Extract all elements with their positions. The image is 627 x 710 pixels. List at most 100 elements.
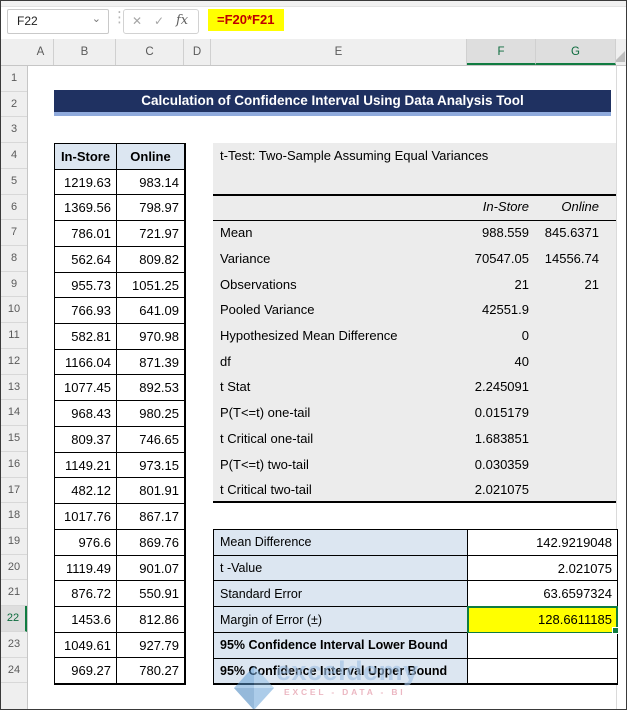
row-header-19[interactable]: 19 bbox=[1, 529, 27, 555]
column-header-f[interactable]: F bbox=[467, 39, 536, 65]
data-table-cell[interactable]: 970.98 bbox=[117, 324, 185, 350]
ttest-instore-value[interactable]: 70547.05 bbox=[474, 250, 529, 266]
summary-label-cell[interactable]: Margin of Error (±) bbox=[214, 607, 468, 633]
row-header-4[interactable]: 4 bbox=[1, 143, 27, 169]
ttest-online-value[interactable]: 21 bbox=[584, 276, 599, 292]
column-header-b[interactable]: B bbox=[54, 39, 116, 65]
ttest-stat-label[interactable]: Hypothesized Mean Difference bbox=[220, 328, 398, 344]
ttest-instore-value[interactable]: 21 bbox=[514, 276, 529, 292]
data-table-cell[interactable]: 550.91 bbox=[117, 581, 185, 607]
data-table-cell[interactable]: 746.65 bbox=[117, 426, 185, 453]
row-header-5[interactable]: 5 bbox=[1, 169, 27, 195]
row-header-11[interactable]: 11 bbox=[1, 323, 27, 349]
row-header-22[interactable]: 22 bbox=[1, 606, 27, 632]
summary-label-cell[interactable]: 95% Confidence Interval Upper Bound bbox=[214, 658, 468, 685]
row-header-13[interactable]: 13 bbox=[1, 375, 27, 401]
data-table-cell[interactable]: 812.86 bbox=[117, 606, 185, 633]
column-header-g[interactable]: G bbox=[536, 39, 616, 65]
data-table-cell[interactable]: 721.97 bbox=[117, 221, 185, 247]
ttest-instore-value[interactable]: 0.030359 bbox=[474, 456, 529, 472]
data-table-cell[interactable]: 955.73 bbox=[55, 272, 117, 299]
ttest-instore-value[interactable]: 2.245091 bbox=[474, 379, 529, 395]
data-table-cell[interactable]: 766.93 bbox=[55, 298, 117, 325]
name-box[interactable]: F22 ⌄ bbox=[7, 9, 109, 34]
data-table-cell[interactable]: 1166.04 bbox=[55, 349, 117, 376]
data-table-cell[interactable]: 980.25 bbox=[117, 401, 185, 427]
summary-label-cell[interactable]: Mean Difference bbox=[214, 530, 468, 556]
data-table-cell[interactable]: 973.15 bbox=[117, 452, 185, 479]
select-all-corner-icon[interactable] bbox=[614, 51, 625, 62]
data-table-header-cell[interactable]: Online bbox=[117, 144, 185, 170]
summary-value-cell[interactable] bbox=[468, 632, 617, 659]
summary-label-cell[interactable]: t -Value bbox=[214, 555, 468, 582]
data-table-cell[interactable]: 927.79 bbox=[117, 632, 185, 659]
row-header-24[interactable]: 24 bbox=[1, 658, 27, 684]
column-header-e[interactable]: E bbox=[211, 39, 467, 65]
row-header-10[interactable]: 10 bbox=[1, 297, 27, 324]
ttest-stat-label[interactable]: df bbox=[220, 353, 231, 369]
row-header-17[interactable]: 17 bbox=[1, 478, 27, 504]
row-header-12[interactable]: 12 bbox=[1, 349, 27, 375]
ttest-online-value[interactable]: 14556.74 bbox=[544, 250, 599, 266]
summary-value-cell[interactable]: 2.021075 bbox=[468, 555, 617, 582]
data-table-cell[interactable]: 1219.63 bbox=[55, 169, 117, 196]
ttest-stat-label[interactable]: Mean bbox=[220, 225, 253, 241]
row-header-23[interactable]: 23 bbox=[1, 632, 27, 658]
data-table-cell[interactable]: 867.17 bbox=[117, 504, 185, 530]
summary-value-cell[interactable]: 63.6597324 bbox=[468, 581, 617, 608]
column-header-c[interactable]: C bbox=[116, 39, 184, 65]
ttest-stat-label[interactable]: P(T<=t) one-tail bbox=[220, 405, 311, 421]
summary-value-cell[interactable] bbox=[468, 658, 617, 685]
row-header-16[interactable]: 16 bbox=[1, 452, 27, 478]
data-table-cell[interactable]: 801.91 bbox=[117, 478, 185, 505]
data-table-cell[interactable]: 983.14 bbox=[117, 169, 185, 196]
row-header-14[interactable]: 14 bbox=[1, 400, 27, 427]
data-table-cell[interactable]: 798.97 bbox=[117, 195, 185, 222]
data-table-cell[interactable]: 901.07 bbox=[117, 555, 185, 582]
data-table-cell[interactable]: 1369.56 bbox=[55, 195, 117, 222]
cancel-icon[interactable]: ✕ bbox=[132, 14, 143, 28]
ttest-column-header[interactable]: In-Store bbox=[482, 199, 529, 215]
ttest-stat-label[interactable]: t Critical one-tail bbox=[220, 430, 314, 446]
summary-value-cell[interactable]: 142.9219048 bbox=[468, 530, 617, 556]
data-table-cell[interactable]: 1017.76 bbox=[55, 504, 117, 530]
data-table-cell[interactable]: 969.27 bbox=[55, 658, 117, 685]
data-table-cell[interactable]: 869.76 bbox=[117, 529, 185, 556]
data-table-cell[interactable]: 1077.45 bbox=[55, 375, 117, 402]
row-header-1[interactable]: 1 bbox=[1, 66, 27, 92]
ttest-instore-value[interactable]: 40 bbox=[514, 353, 529, 369]
data-table-cell[interactable]: 1119.49 bbox=[55, 555, 117, 582]
data-table-cell[interactable]: 1149.21 bbox=[55, 452, 117, 479]
data-table-cell[interactable]: 809.37 bbox=[55, 426, 117, 453]
data-table-cell[interactable]: 482.12 bbox=[55, 478, 117, 505]
ttest-stat-label[interactable]: t Stat bbox=[220, 379, 251, 395]
row-header-6[interactable]: 6 bbox=[1, 195, 27, 221]
row-header-7[interactable]: 7 bbox=[1, 220, 27, 247]
row-header-15[interactable]: 15 bbox=[1, 426, 27, 452]
ttest-instore-value[interactable]: 0 bbox=[521, 328, 529, 344]
row-header-9[interactable]: 9 bbox=[1, 272, 27, 298]
summary-label-cell[interactable]: 95% Confidence Interval Lower Bound bbox=[214, 632, 468, 659]
ttest-stat-label[interactable]: Observations bbox=[220, 276, 297, 292]
row-header-8[interactable]: 8 bbox=[1, 246, 27, 272]
summary-label-cell[interactable]: Standard Error bbox=[214, 581, 468, 608]
ttest-instore-value[interactable]: 2.021075 bbox=[474, 482, 529, 498]
ttest-stat-label[interactable]: t Critical two-tail bbox=[220, 482, 312, 498]
data-table-cell[interactable]: 1049.61 bbox=[55, 632, 117, 659]
data-table-cell[interactable]: 780.27 bbox=[117, 658, 185, 685]
formula-input[interactable]: =F20*F21 bbox=[201, 7, 621, 34]
selected-cell-f22[interactable]: 128.6611185 bbox=[467, 606, 619, 634]
ttest-online-value[interactable]: 845.6371 bbox=[544, 225, 599, 241]
ttest-instore-value[interactable]: 42551.9 bbox=[482, 302, 529, 318]
data-table-cell[interactable]: 786.01 bbox=[55, 221, 117, 247]
data-table-cell[interactable]: 976.6 bbox=[55, 529, 117, 556]
data-table-cell[interactable]: 641.09 bbox=[117, 298, 185, 325]
column-header-d[interactable]: D bbox=[184, 39, 211, 65]
ttest-stat-label[interactable]: Variance bbox=[220, 250, 271, 266]
row-header-2[interactable]: 2 bbox=[1, 92, 27, 118]
ttest-instore-value[interactable]: 1.683851 bbox=[474, 430, 529, 446]
data-table-cell[interactable]: 562.64 bbox=[55, 246, 117, 273]
data-table-cell[interactable]: 809.82 bbox=[117, 246, 185, 273]
row-header-3[interactable]: 3 bbox=[1, 117, 27, 144]
row-header-20[interactable]: 20 bbox=[1, 555, 27, 581]
